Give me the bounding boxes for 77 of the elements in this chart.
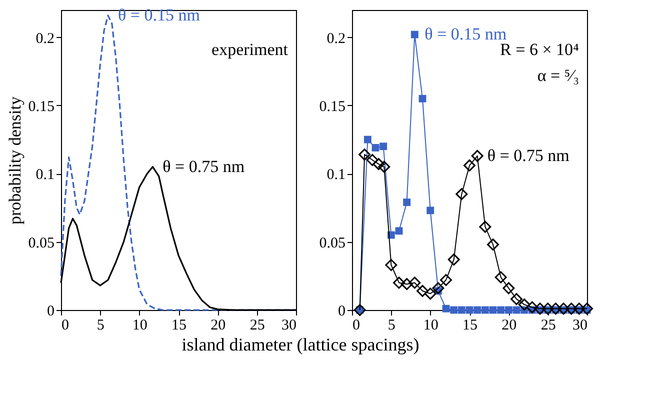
y-tick-label: 0.15 [28,98,54,115]
x-tick-label: 30 [282,318,296,334]
point [464,159,476,172]
point [366,154,378,166]
annotation: experiment [212,40,288,59]
annotation: α = ⁵⁄₃ [537,66,580,85]
point [385,259,398,271]
x-axis-title: island diameter (lattice spacings) [182,334,420,354]
x-tick-label: 15 [172,318,186,334]
point [458,306,466,314]
point [565,302,578,315]
y-tick-label: 0.2 [36,30,54,47]
series-label: θ = 0.75 nm [162,156,245,176]
x-tick-label: 30 [572,318,588,334]
point [487,238,499,251]
point [471,150,484,162]
point [400,278,413,290]
point [408,276,421,289]
x-tick-label: 5 [388,318,396,334]
x-tick-label: 10 [132,318,148,334]
point [481,306,489,314]
y-tick-label: 0 [338,304,346,320]
point [442,304,450,312]
point [502,282,515,294]
point [573,302,586,315]
point [364,136,372,144]
point [497,306,505,314]
x-tick-label: 20 [210,318,226,334]
point [448,254,460,266]
point [450,306,458,314]
point [378,160,390,173]
point [558,302,570,315]
y-tick-label: 0.15 [319,98,346,115]
y-tick-label: 0.2 [326,30,346,47]
point [403,198,411,206]
point [474,306,482,314]
point [393,276,405,289]
point [534,302,546,315]
y-tick-label: 0.05 [28,235,54,252]
series-label: θ = 0.15 nm [118,5,200,24]
point [510,293,522,306]
y-tick-label: 0.1 [36,167,54,184]
point [432,282,444,294]
point [440,274,452,286]
point [372,144,380,152]
point [395,227,403,235]
point [418,94,426,102]
point [416,284,428,297]
y-tick-label: 0.1 [326,167,346,184]
point [494,271,507,284]
point [581,302,593,315]
x-tick-label: 5 [96,318,104,334]
x-tick-label: 0 [62,318,69,334]
y-tick-label: 0 [47,304,54,320]
y-tick-label: 0.05 [319,235,346,252]
point [358,148,371,161]
x-tick-label: 0 [352,318,360,334]
point [380,142,388,150]
y-axis-title: probability density [5,96,24,224]
point [550,302,562,315]
x-tick-label: 10 [423,318,438,334]
point [526,301,538,314]
point [410,30,418,38]
x-tick-label: 25 [250,318,265,334]
point [479,220,492,233]
series-label: θ = 0.75 nm [487,146,570,165]
point [424,288,436,300]
point [518,298,530,311]
point [542,302,554,315]
point [354,304,366,316]
point [372,158,385,170]
point [504,306,512,314]
x-tick-label: 15 [462,318,478,334]
x-tick-label: 25 [540,318,556,334]
x-tick-label: 20 [502,318,517,334]
point [456,188,468,200]
point [426,206,434,214]
